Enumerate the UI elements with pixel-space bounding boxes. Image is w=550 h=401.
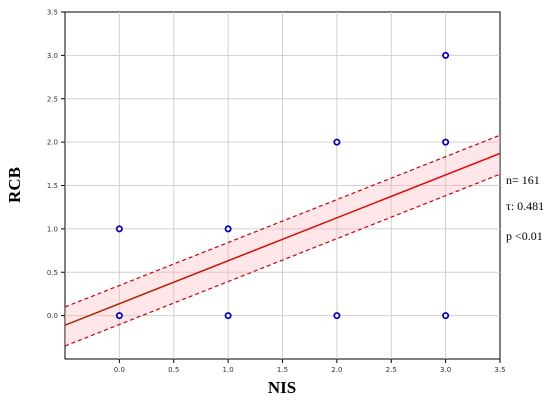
regression-line <box>64 152 501 326</box>
x-axis-title: NIS <box>268 378 296 397</box>
x-tick-label: 1.0 <box>223 366 234 374</box>
data-point <box>442 51 450 59</box>
annotation-p: p <0.01 <box>506 229 543 243</box>
y-tick-label: 0.5 <box>47 269 58 277</box>
data-point <box>333 138 341 146</box>
y-tick-label: 1.5 <box>47 182 58 190</box>
x-tick-label: 3.0 <box>440 366 451 374</box>
upper-confidence-line <box>64 134 501 308</box>
y-tick-label: 3.5 <box>47 9 58 17</box>
data-points <box>115 51 450 320</box>
annotation-n: n= 161 <box>506 173 540 187</box>
y-tick-label: 3.0 <box>47 52 58 60</box>
lower-confidence-line <box>64 173 501 347</box>
y-tick-label: 0.0 <box>47 312 58 320</box>
y-tick-label: 1.0 <box>47 225 58 233</box>
x-axis-ticks: 0.0 0.5 1.0 1.5 2.0 2.5 3.0 3.5 <box>114 359 506 374</box>
confidence-band <box>64 134 501 347</box>
y-tick-label: 2.0 <box>47 139 58 147</box>
confidence-band-fill <box>65 135 500 346</box>
data-point <box>333 312 341 320</box>
data-point <box>224 225 232 233</box>
y-tick-label: 2.5 <box>47 95 58 103</box>
annotation-tau: τ: 0.481 <box>506 199 544 213</box>
x-tick-label: 0.0 <box>114 366 125 374</box>
x-tick-label: 2.5 <box>386 366 397 374</box>
y-axis-ticks: 0.0 0.5 1.0 1.5 2.0 2.5 3.0 3.5 <box>47 9 65 320</box>
data-point <box>224 312 232 320</box>
x-tick-label: 0.5 <box>168 366 179 374</box>
x-tick-label: 2.0 <box>331 366 342 374</box>
data-point <box>442 138 450 146</box>
x-tick-label: 3.5 <box>494 366 505 374</box>
grid-lines <box>65 12 500 359</box>
data-point <box>442 312 450 320</box>
data-point <box>115 225 123 233</box>
x-tick-label: 1.5 <box>277 366 288 374</box>
y-axis-title: RCB <box>5 167 24 203</box>
data-point <box>115 312 123 320</box>
